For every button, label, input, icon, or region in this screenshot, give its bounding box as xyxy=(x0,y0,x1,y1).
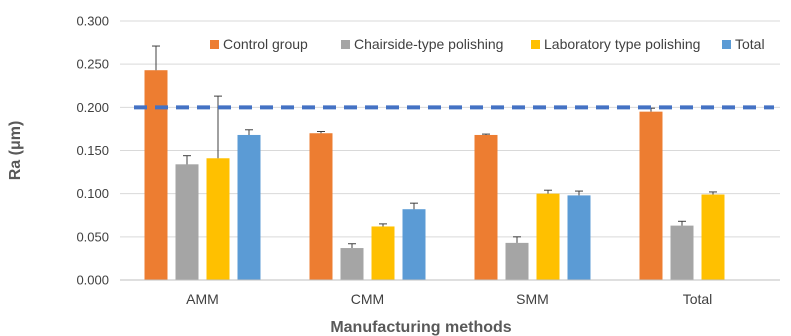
y-tick-label: 0.300 xyxy=(76,14,109,29)
bar-cmm-total xyxy=(402,209,426,280)
legend-swatch xyxy=(531,40,540,49)
bar-cmm-control-group xyxy=(309,133,333,280)
y-tick-label: 0.100 xyxy=(76,186,109,201)
y-tick-label: 0.050 xyxy=(76,229,109,244)
bar-smm-laboratory-type-polishing xyxy=(536,193,560,280)
legend-label: Total xyxy=(735,36,765,52)
x-category-label: AMM xyxy=(186,291,219,307)
legend-label: Control group xyxy=(223,36,308,52)
bars xyxy=(144,70,725,281)
y-tick-label: 0.250 xyxy=(76,57,109,72)
bar-cmm-chairside-type-polishing xyxy=(340,248,364,280)
bar-smm-control-group xyxy=(474,134,498,280)
error-bars xyxy=(152,45,717,249)
legend-label: Laboratory type polishing xyxy=(544,36,700,52)
legend-swatch xyxy=(341,40,350,49)
legend-label: Chairside-type polishing xyxy=(354,36,503,52)
bar-amm-total xyxy=(237,134,261,280)
bar-smm-chairside-type-polishing xyxy=(505,242,529,280)
bar-total-control-group xyxy=(639,111,663,281)
bar-smm-total xyxy=(567,195,591,280)
x-category-label: CMM xyxy=(351,291,384,307)
legend-swatch xyxy=(722,40,731,49)
bar-amm-chairside-type-polishing xyxy=(175,164,199,280)
y-tick-label: 0.200 xyxy=(76,100,109,115)
x-axis-title: Manufacturing methods xyxy=(330,319,511,336)
bar-amm-laboratory-type-polishing xyxy=(206,158,230,280)
x-axis-categories: AMM CMM SMM Total xyxy=(186,291,712,307)
y-axis-title: Ra (μm) xyxy=(7,121,24,181)
bar-total-laboratory-type-polishing xyxy=(701,194,725,280)
bar-amm-control-group xyxy=(144,70,168,281)
bar-total-chairside-type-polishing xyxy=(670,225,694,280)
y-axis-ticks: 0.000 0.050 0.100 0.150 0.200 0.250 0.300 xyxy=(76,14,109,288)
bar-cmm-laboratory-type-polishing xyxy=(371,226,395,280)
x-category-label: SMM xyxy=(516,291,549,307)
legend: Control group Chairside-type polishing Lab… xyxy=(210,36,765,52)
y-tick-label: 0.150 xyxy=(76,143,109,158)
legend-swatch xyxy=(210,40,219,49)
x-category-label: Total xyxy=(683,291,713,307)
y-tick-label: 0.000 xyxy=(76,273,109,288)
